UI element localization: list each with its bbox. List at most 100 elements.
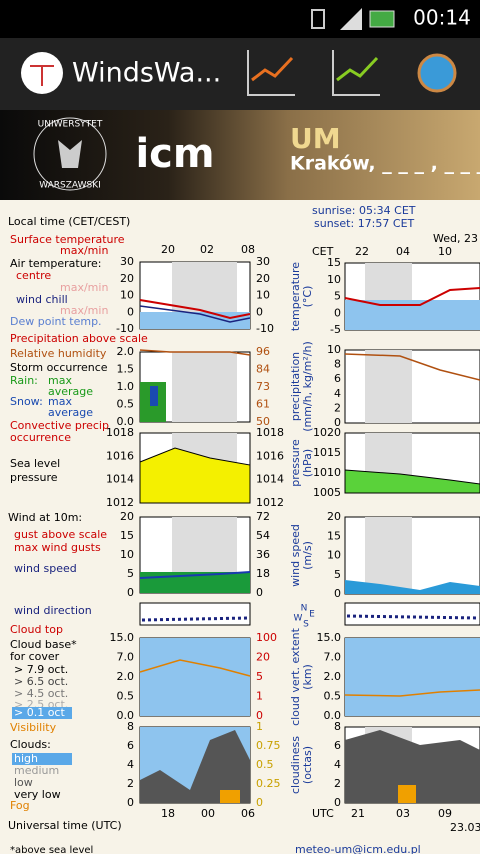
sunrise: sunrise: 05:34 CET <box>312 204 416 217</box>
left-tick: 10 <box>120 548 134 561</box>
tick: 15 <box>327 529 341 542</box>
legend-label: max wind gusts <box>14 541 101 554</box>
left-tick: 0 <box>127 586 134 599</box>
hour-label: 10 <box>438 245 452 258</box>
tick: 0.5 <box>324 690 342 703</box>
r-cloud-top-line <box>344 689 480 697</box>
hour-label: 00 <box>201 807 215 820</box>
seal <box>33 117 107 191</box>
humidity-line <box>139 349 251 356</box>
right-tick: 1014 <box>256 473 284 486</box>
left-tick: 4 <box>127 758 134 771</box>
hour-label: 08 <box>241 243 255 256</box>
legend-label: centre <box>16 269 51 282</box>
legend-label: Snow: <box>10 395 43 408</box>
left-tick: 0.0 <box>117 709 135 722</box>
wind-rose-letter: W <box>294 614 303 624</box>
panel <box>139 602 251 626</box>
legend-label: Universal time (UTC) <box>8 819 122 832</box>
right-tick: 10 <box>256 289 270 302</box>
axis-label: (octas) <box>301 746 314 784</box>
wind-line <box>139 571 251 579</box>
legend-label: Cloud top <box>10 623 63 636</box>
night-band <box>365 350 412 423</box>
left-tick: 0.5 <box>117 398 135 411</box>
r-wind-arrows <box>346 614 479 620</box>
right-tick: 0.75 <box>256 739 281 752</box>
tick: 0 <box>334 416 341 429</box>
night-band <box>365 517 412 594</box>
axis-label: wind speed <box>289 524 302 587</box>
legend-label: > 6.5 oct. <box>14 675 68 688</box>
right-tick: 20 <box>256 272 270 285</box>
tick: 8 <box>334 358 341 371</box>
legend-label: Visibility <box>10 721 57 734</box>
wind-rose-letter: S <box>303 620 309 630</box>
r-wind-area <box>345 580 480 594</box>
location: Kraków, _ _ _ , _ _ _ , P <box>290 153 480 175</box>
globe-button[interactable] <box>417 53 457 93</box>
left-tick: 20 <box>120 272 134 285</box>
tick: 0 <box>334 796 341 809</box>
left-tick: 15 <box>120 529 134 542</box>
temp-line <box>139 299 251 320</box>
right-tick: 100 <box>256 631 277 644</box>
right-tick: 0 <box>256 709 263 722</box>
right-tick: 50 <box>256 415 270 428</box>
right-tick: 0 <box>256 305 263 318</box>
hour-label: 06 <box>241 807 255 820</box>
legend-label: Local time (CET/CEST) <box>8 215 130 228</box>
legend-label: Fog <box>10 799 30 812</box>
tick: 6 <box>334 372 341 385</box>
axis-label: (mm/h, kg/m²/h) <box>301 341 314 432</box>
left-tick: 0 <box>127 305 134 318</box>
battery-icon <box>369 10 395 28</box>
signal-icon <box>340 8 362 30</box>
left-tick: 7.0 <box>117 651 135 664</box>
footnote: *above sea level <box>10 845 93 854</box>
hour-label: 18 <box>161 807 175 820</box>
left-tick: 0 <box>127 796 134 809</box>
app-bar <box>0 38 480 110</box>
chart-button[interactable] <box>247 50 295 96</box>
right-tick: 0.25 <box>256 777 281 790</box>
pressure-area <box>139 447 251 504</box>
left-tick: 2.0 <box>117 670 135 683</box>
left-tick: 5 <box>127 567 134 580</box>
app-title: WindsWa... <box>72 58 221 89</box>
clock: 00:14 <box>413 6 471 30</box>
legend-label: wind direction <box>14 604 92 617</box>
model-name: UM <box>290 122 341 155</box>
chart-button[interactable] <box>332 50 380 96</box>
right-tick: 20 <box>256 651 270 664</box>
axis-label: (m/s) <box>301 541 314 570</box>
cloud-bg <box>140 638 250 716</box>
legend-label: Dew point temp. <box>10 315 102 328</box>
snow-bars <box>150 386 158 406</box>
axis-label: temperature <box>289 262 302 331</box>
legend-label: > 0.1 oct <box>14 706 65 719</box>
axis-label: (°C) <box>301 286 314 308</box>
r-temp-line <box>344 287 480 306</box>
left-tick: 6 <box>127 739 134 752</box>
wind-rose-letter: E <box>309 610 315 620</box>
tick: 2 <box>334 401 341 414</box>
right-tick: 30 <box>256 255 270 268</box>
r-pressure-area <box>344 469 480 494</box>
hour-label: 03 <box>396 807 410 820</box>
tick: 0.0 <box>324 709 342 722</box>
tick: 10 <box>327 549 341 562</box>
tick: 4 <box>334 758 341 771</box>
tick: 2 <box>334 777 341 790</box>
utc-label: UTC <box>312 807 334 820</box>
legend-label: for cover <box>10 650 60 663</box>
right-tick: 72 <box>256 510 270 523</box>
legend-label: max/min <box>60 281 108 294</box>
panel <box>344 602 480 626</box>
right-tick: 61 <box>256 398 270 411</box>
left-tick: 1.0 <box>117 380 135 393</box>
axis-label: pressure <box>289 439 302 487</box>
left-tick: 0.0 <box>117 415 135 428</box>
left-tick: 2 <box>127 777 134 790</box>
legend-label: high <box>14 752 38 765</box>
